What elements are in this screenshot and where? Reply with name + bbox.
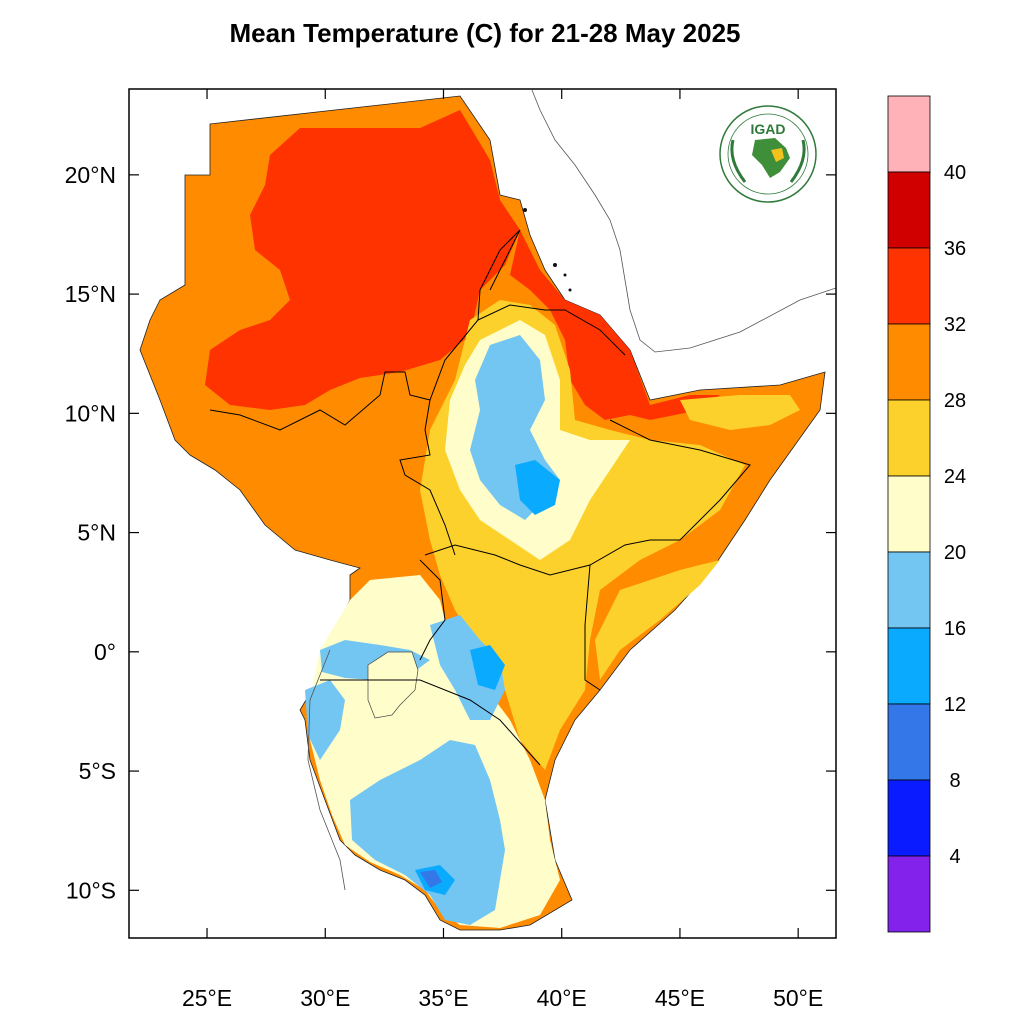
y-axis: 20°N 15°N 10°N 5°N 0° 5°S 10°S [65,162,836,903]
y-tick-label: 0° [94,639,116,665]
colorbar-band [887,627,931,705]
temp-region-8-12-tanzania [420,870,442,888]
colorbar-label: 40 [944,162,966,184]
colorbar-label: 12 [944,694,966,716]
laurel-left-icon [730,139,747,183]
igad-logo: IGAD [719,105,817,203]
map-plot-area: IGAD [129,89,836,938]
colorbar-label: 4 [949,846,960,868]
x-tick-label: 50°E [773,985,823,1011]
africa-map-icon [752,138,790,178]
x-axis: 25°E 30°E 35°E 40°E 45°E 50°E [182,89,823,1011]
y-tick-label: 10°N [65,400,116,426]
temp-region-12-16-kenya [470,645,505,690]
temp-region-16-20-west [305,680,345,760]
red-sea-islands [523,208,572,292]
map-title: Mean Temperature (C) for 21-28 May 2025 [229,18,741,48]
x-tick-label: 25°E [182,985,232,1011]
colorbar-band [887,551,931,629]
colorbar-band [887,855,931,933]
colorbar-band [887,171,931,249]
colorbar-band [887,95,931,173]
arabia-outline [307,89,836,891]
y-tick-label: 5°N [77,520,116,546]
temp-region-12-16-ethiopia [515,460,560,515]
colorbar-label: 16 [944,618,966,640]
colorbar-band [887,399,931,477]
colorbar-label: 28 [944,390,966,412]
y-tick-label: 5°S [79,758,116,784]
colorbar-band [887,247,931,325]
temp-region-16-20-tanzania [350,740,505,925]
colorbar-legend: 40 36 32 28 24 20 16 12 8 4 [887,95,966,933]
temp-region-24-28-north-somalia [680,395,800,430]
colorbar-label: 8 [949,770,960,792]
laurel-right-icon [789,139,806,183]
y-tick-label: 15°N [65,281,116,307]
lake-victoria [367,651,419,719]
colorbar-label: 32 [944,314,966,336]
x-tick-label: 40°E [537,985,587,1011]
y-tick-label: 20°N [65,162,116,188]
colorbar-band [887,475,931,553]
temp-region-32-36-sudan [205,110,520,410]
colorbar-band [887,703,931,781]
y-tick-label: 10°S [66,877,116,903]
temp-region-24-28-south-somalia [595,560,720,680]
logo-name: IGAD [751,121,786,137]
colorbar-label: 20 [944,542,966,564]
temp-region-16-20-kenya [430,615,505,720]
colorbar-label: 24 [944,466,966,488]
country-borders [209,229,751,766]
plot-frame [128,88,837,939]
x-tick-label: 35°E [418,985,468,1011]
colorbar-label: 36 [944,238,966,260]
x-tick-label: 45°E [655,985,705,1011]
colorbar-band [887,779,931,857]
x-tick-label: 30°E [300,985,350,1011]
colorbar-band [887,323,931,401]
